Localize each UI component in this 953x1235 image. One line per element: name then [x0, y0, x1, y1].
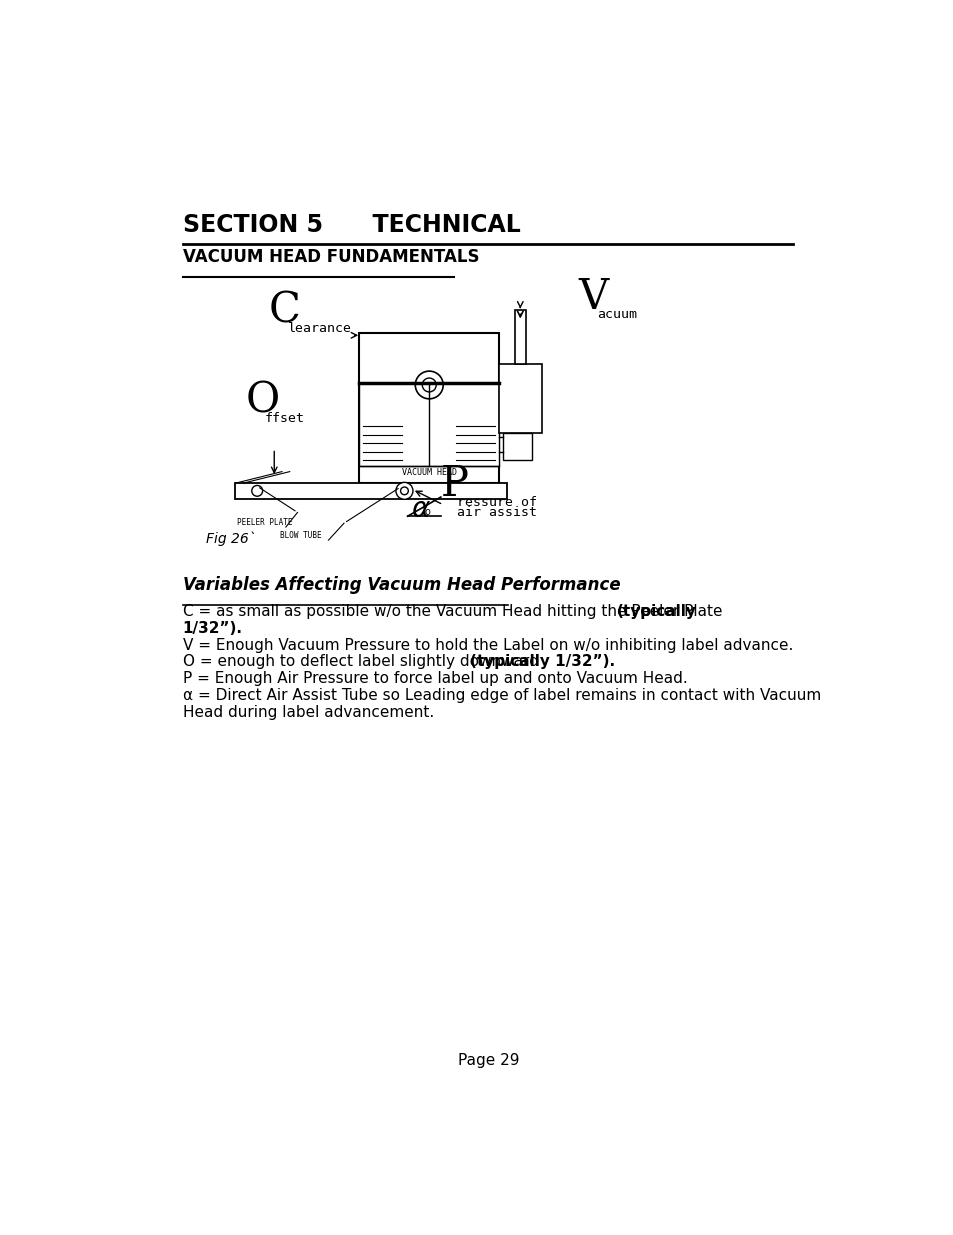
Text: (typically 1/32”).: (typically 1/32”). [469, 655, 614, 669]
Text: $\alpha$: $\alpha$ [410, 495, 430, 524]
Bar [502, 433, 532, 461]
Bar [235, 483, 506, 499]
Text: C: C [269, 289, 300, 331]
Text: O: O [245, 379, 279, 421]
Text: O = enough to deflect label slightly downward: O = enough to deflect label slightly dow… [183, 655, 543, 669]
Circle shape [415, 370, 443, 399]
Text: Fig 26`: Fig 26` [206, 532, 255, 546]
Text: Head during label advancement.: Head during label advancement. [183, 705, 434, 720]
Text: C = as small as possible w/o the Vacuum Head hitting the Peeler Plate: C = as small as possible w/o the Vacuum … [183, 604, 726, 619]
Text: P = Enough Air Pressure to force label up and onto Vacuum Head.: P = Enough Air Pressure to force label u… [183, 672, 687, 687]
Bar [359, 383, 498, 466]
Circle shape [422, 378, 436, 391]
Circle shape [395, 483, 413, 499]
Text: 1/32”).: 1/32”). [183, 621, 243, 636]
Text: learance: learance [287, 322, 351, 336]
Text: VACUUM HEAD FUNDAMENTALS: VACUUM HEAD FUNDAMENTALS [183, 248, 478, 266]
Text: ressure of: ressure of [456, 495, 537, 509]
Bar [359, 333, 498, 483]
Bar [498, 364, 541, 433]
Text: P: P [440, 463, 468, 505]
Text: o: o [424, 508, 430, 517]
Text: VACUUM HEAD: VACUUM HEAD [401, 468, 456, 477]
Text: Page 29: Page 29 [457, 1053, 519, 1068]
Circle shape [400, 487, 408, 495]
Text: acuum: acuum [596, 309, 636, 321]
Text: PEELER PLATE: PEELER PLATE [236, 517, 293, 527]
Text: V = Enough Vacuum Pressure to hold the Label on w/o inhibiting label advance.: V = Enough Vacuum Pressure to hold the L… [183, 637, 792, 652]
Text: ffset: ffset [265, 412, 305, 425]
Text: V: V [578, 275, 608, 317]
Text: air assist: air assist [456, 505, 537, 519]
Text: Variables Affecting Vacuum Head Performance: Variables Affecting Vacuum Head Performa… [183, 576, 619, 594]
Text: α = Direct Air Assist Tube so Leading edge of label remains in contact with Vacu: α = Direct Air Assist Tube so Leading ed… [183, 688, 821, 704]
Text: BLOW TUBE: BLOW TUBE [279, 531, 321, 540]
Text: (typically: (typically [617, 604, 696, 619]
Text: SECTION 5      TECHNICAL: SECTION 5 TECHNICAL [183, 212, 520, 237]
Circle shape [252, 485, 262, 496]
Bar [515, 310, 525, 364]
